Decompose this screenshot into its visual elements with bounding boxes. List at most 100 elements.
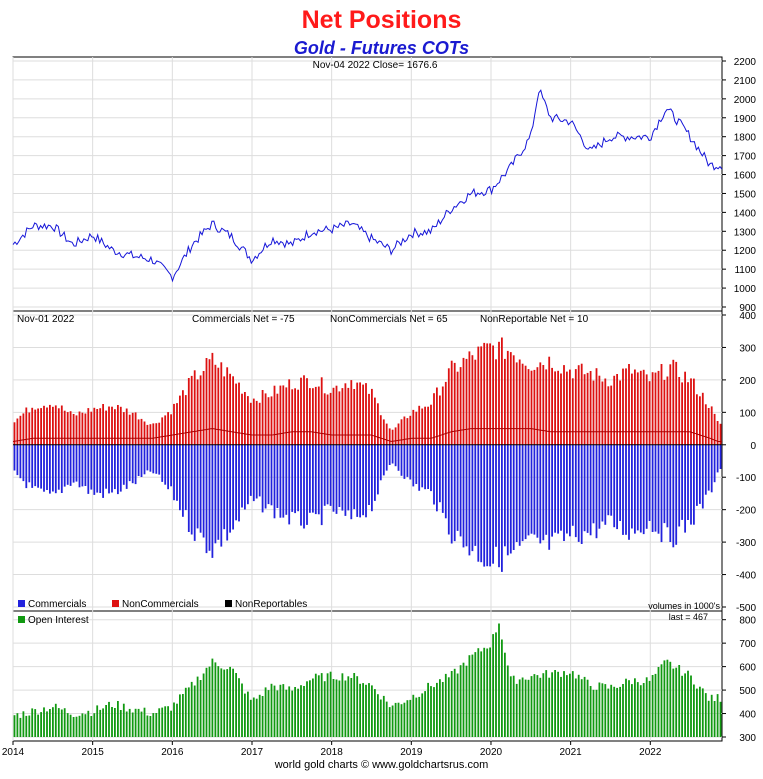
- open-interest-bar: [241, 683, 243, 737]
- open-interest-bar: [574, 678, 577, 737]
- open-interest-bar: [187, 687, 190, 737]
- commercials-bar: [586, 444, 589, 533]
- open-interest-bar: [533, 674, 536, 737]
- noncommercials-bar: [111, 406, 113, 445]
- price-ytick-label: 1900: [734, 114, 757, 125]
- open-interest-bar: [214, 662, 217, 737]
- net-ytick-label: 200: [739, 376, 756, 387]
- commercials-bar: [616, 444, 618, 530]
- noncommercials-bar: [642, 369, 645, 445]
- commercials-bar: [264, 444, 267, 509]
- commercials-bar: [382, 444, 385, 476]
- open-interest-bar: [13, 715, 16, 737]
- commercials-bar: [329, 444, 332, 506]
- commercials-bar: [161, 444, 164, 482]
- open-interest-bar: [264, 687, 267, 737]
- commercials-bar: [690, 444, 692, 525]
- open-interest-bar: [84, 714, 87, 737]
- commercials-bar: [312, 444, 314, 513]
- open-interest-bar: [344, 680, 347, 737]
- commercials-bar: [636, 444, 639, 531]
- open-interest-bar: [99, 709, 102, 737]
- noncommercials-bar: [498, 341, 500, 445]
- commercials-bar: [326, 444, 329, 505]
- x-tick-label: 2015: [82, 747, 105, 758]
- open-interest-bar: [592, 689, 595, 737]
- noncommercials-bar: [81, 412, 84, 445]
- open-interest-bar: [60, 709, 63, 737]
- commercials-bar: [288, 444, 291, 525]
- open-interest-bar: [374, 689, 376, 737]
- commercials-bar: [294, 444, 296, 514]
- noncommercials-bar: [125, 408, 128, 445]
- noncommercials-bar: [506, 350, 509, 445]
- commercials-bar: [707, 444, 710, 491]
- noncommercials-bar: [300, 377, 302, 445]
- noncommercials-bar: [276, 393, 279, 445]
- open-interest-bar: [388, 707, 391, 737]
- noncommercials-bar: [320, 377, 323, 445]
- legend-label-noncommercials: NonCommercials: [122, 599, 199, 610]
- noncommercials-bar: [433, 393, 435, 445]
- open-interest-bar: [716, 694, 719, 737]
- open-interest-bar: [244, 693, 246, 737]
- noncommercials-bar: [631, 373, 633, 445]
- open-interest-bar: [66, 713, 69, 737]
- noncommercials-bar: [382, 419, 385, 445]
- commercials-bar: [273, 444, 276, 519]
- commercials-bar: [211, 444, 214, 558]
- commercials-bar: [391, 444, 394, 464]
- noncommercials-bar: [545, 369, 548, 445]
- price-ytick-label: 1000: [734, 284, 757, 295]
- open-interest-bar: [205, 667, 208, 737]
- open-interest-bar: [583, 676, 586, 737]
- open-interest-bar: [143, 707, 146, 737]
- open-interest-bar: [566, 675, 568, 737]
- commercials-bar: [580, 444, 583, 544]
- open-interest-bar: [238, 678, 240, 737]
- commercials-bar: [205, 444, 208, 554]
- noncommercials-bar: [238, 382, 240, 445]
- legend-swatch-nonreportables: [225, 600, 232, 607]
- commercials-bar: [208, 444, 211, 551]
- noncommercials-bar: [625, 368, 627, 445]
- open-interest-bar: [34, 709, 37, 737]
- commercials-bar: [81, 444, 84, 487]
- noncommercials-bar: [648, 381, 651, 445]
- noncommercials-bar: [406, 418, 409, 445]
- noncommercials-bar: [580, 363, 583, 445]
- commercials-bar: [696, 444, 698, 506]
- open-interest-bar: [323, 681, 326, 737]
- noncommercials-bar: [267, 397, 270, 445]
- noncommercials-bar: [40, 408, 42, 445]
- commercials-bar: [332, 444, 335, 512]
- commercials-bar: [536, 444, 539, 538]
- commercials-bar: [574, 444, 577, 538]
- noncommercials-bar: [447, 368, 450, 445]
- commercials-bar: [335, 444, 338, 514]
- open-interest-bar: [394, 702, 397, 737]
- noncommercials-bar: [444, 381, 447, 445]
- commercials-bar: [424, 444, 426, 490]
- noncommercials-bar: [279, 385, 282, 445]
- commercials-bar: [314, 444, 317, 515]
- open-interest-bar: [320, 673, 323, 737]
- open-interest-bar: [329, 671, 332, 737]
- noncommercials-bar: [539, 362, 542, 445]
- open-interest-bar: [548, 677, 551, 737]
- noncommercials-bar: [704, 404, 707, 445]
- commercials-bar: [554, 444, 556, 533]
- noncommercials-bar: [317, 386, 320, 445]
- noncommercials-bar: [22, 413, 25, 445]
- open-interest-bar: [306, 681, 308, 737]
- open-interest-bar: [69, 714, 72, 737]
- noncommercials-bar: [660, 364, 663, 445]
- commercials-bar: [241, 444, 243, 508]
- noncommercials-bar: [258, 402, 261, 445]
- commercials-bar: [545, 444, 548, 535]
- price-ytick-label: 1600: [734, 171, 757, 182]
- noncommercials-bar: [182, 390, 184, 445]
- commercials-bar: [146, 444, 149, 471]
- commercials-bar: [359, 444, 361, 518]
- commercials-bar: [542, 444, 545, 541]
